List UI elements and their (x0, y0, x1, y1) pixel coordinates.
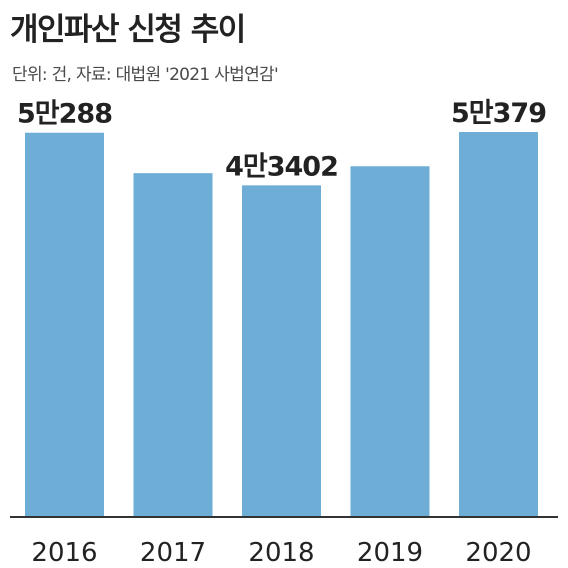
x-tick-label-2017: 2017 (140, 538, 206, 568)
chart-subtitle: 단위: 건, 자료: 대법원 '2021 사법연감' (12, 65, 279, 85)
bar-2016 (25, 132, 104, 518)
bar-2020 (459, 132, 538, 518)
x-tick-label-2020: 2020 (465, 538, 531, 568)
data-label-2018: 4만3402 (225, 151, 338, 182)
bar-2019 (350, 166, 430, 518)
data-label-2016: 5만288 (17, 99, 112, 130)
chart-title: 개인파산 신청 추이 (10, 12, 246, 48)
x-tick-label-2019: 2019 (357, 538, 423, 568)
x-tick-label-2016: 2016 (31, 538, 97, 568)
data-label-2020: 5만379 (451, 98, 546, 129)
bar-2017 (133, 173, 213, 517)
bar-2018 (242, 185, 321, 517)
x-tick-label-2018: 2018 (248, 538, 314, 568)
